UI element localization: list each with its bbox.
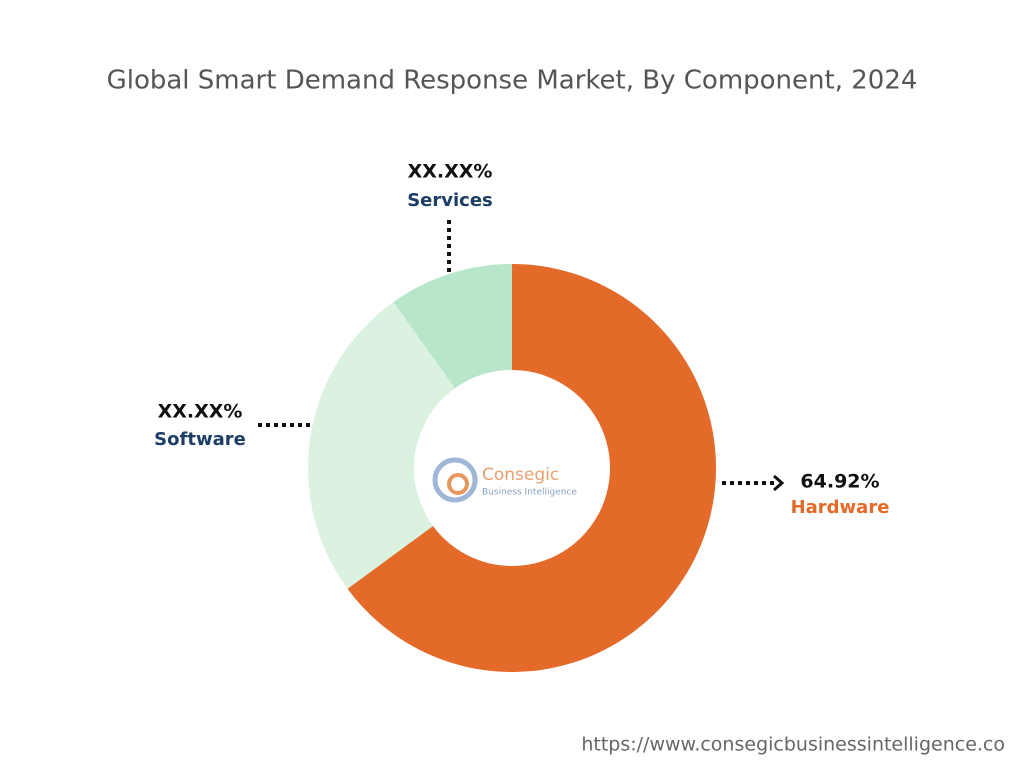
donut-segment (393, 264, 512, 389)
logo-icon (447, 473, 469, 495)
donut-segment (347, 264, 716, 672)
value-label: XX.XX% (158, 401, 243, 423)
category-label: Services (407, 190, 493, 211)
donut-segment (308, 302, 455, 589)
logo: Consegic Business Intelligence (432, 457, 577, 503)
logo-name: Consegic (482, 465, 559, 485)
logo-icon (432, 457, 478, 503)
footer-url: https://www.consegicbusinessintelligence… (581, 734, 1005, 756)
category-label: Hardware (791, 497, 890, 518)
leader-arrow (773, 474, 785, 492)
value-label: XX.XX% (408, 161, 493, 183)
chart-title: Global Smart Demand Response Market, By … (107, 66, 918, 96)
category-label: Software (154, 429, 246, 450)
value-label: 64.92% (800, 471, 879, 493)
logo-tagline: Business Intelligence (482, 488, 577, 498)
